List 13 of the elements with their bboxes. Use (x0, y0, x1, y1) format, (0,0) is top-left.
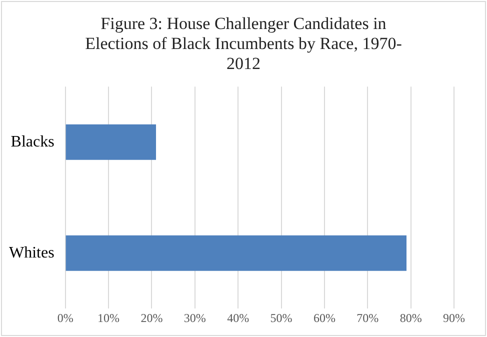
chart-title: Figure 3: House Challenger Candidates in Elections of Black Incumbents by Race, 1970-2012 (84, 14, 403, 74)
x-tick-label: 70% (356, 310, 379, 325)
y-tick-label: Blacks (10, 133, 54, 150)
x-tick-label: 40% (227, 310, 250, 325)
x-tick-label: 0% (57, 310, 74, 325)
x-tick-label: 10% (98, 310, 120, 325)
x-tick-label: 80% (400, 310, 422, 325)
x-tick-label: 90% (443, 310, 465, 325)
x-tick-label: 60% (313, 310, 336, 325)
y-tick-label: Whites (8, 244, 54, 262)
x-tick-label: 50% (270, 310, 292, 325)
x-tick-label: 30% (184, 310, 206, 325)
x-tick-label: 20% (140, 310, 163, 325)
